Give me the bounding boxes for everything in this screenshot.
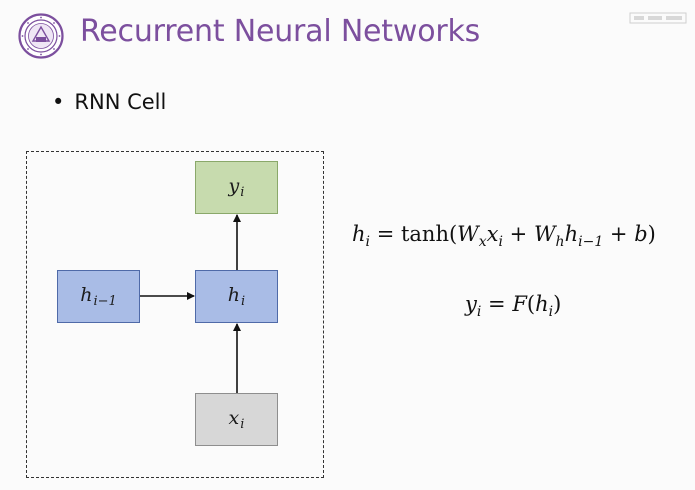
bullet-dot: • [52,90,65,114]
node-label: hi [227,284,246,309]
bullet-item: • RNN Cell [52,90,166,114]
hidden-state-node: hi [195,270,278,323]
hidden-state-equation: hi = tanh(Wxxi + Whhi−1 + b) [352,222,656,250]
node-label: xi [228,407,245,432]
bullet-text: RNN Cell [74,90,167,114]
input-node: xi [195,393,278,446]
node-label: yi [228,175,245,200]
node-label: hi−1 [80,284,117,309]
university-seal-icon [18,13,64,59]
watermark-icon [629,12,687,24]
rnn-cell-boundary [26,151,324,478]
page-title: Recurrent Neural Networks [80,14,481,49]
output-node: yi [195,161,278,214]
output-equation: yi = F(hi) [465,292,562,320]
previous-hidden-state-node: hi−1 [57,270,140,323]
